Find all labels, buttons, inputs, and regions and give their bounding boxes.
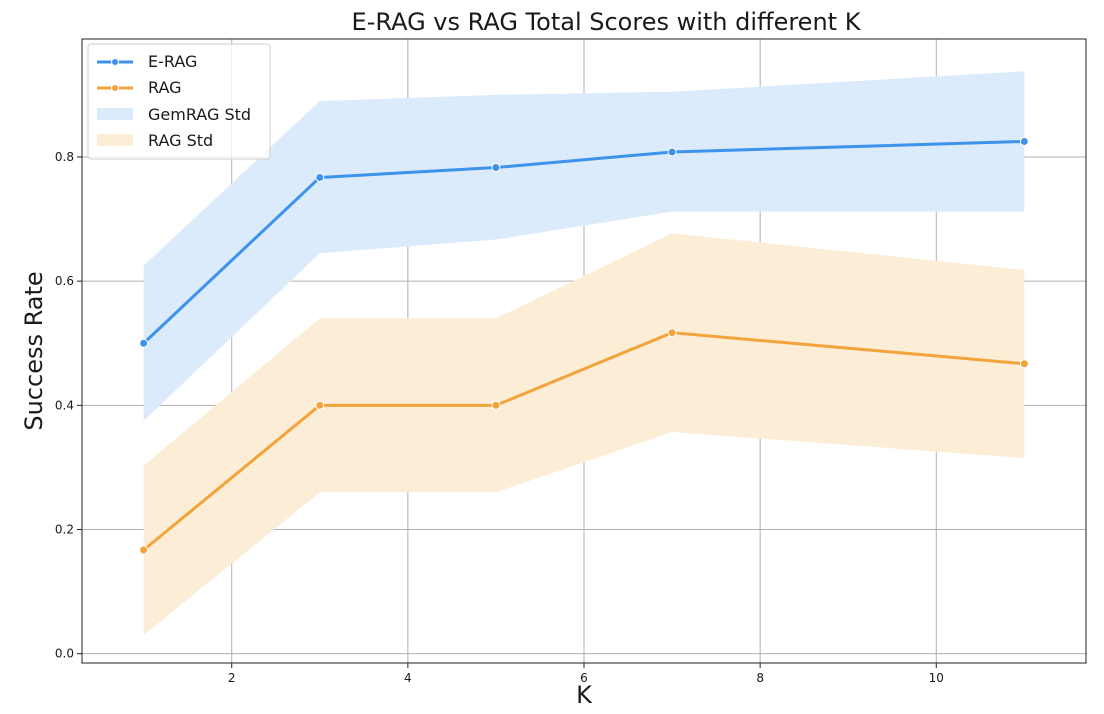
legend: E-RAG RAG GemRAG Std RAG Std: [87, 43, 271, 160]
x-tick-label: 4: [404, 671, 412, 685]
y-tick-label: 0.0: [55, 647, 74, 661]
x-tick-label: 2: [228, 671, 236, 685]
legend-gemrag-std-label: GemRAG Std: [148, 105, 251, 124]
erag-point: [491, 163, 501, 173]
y-tick-label: 0.8: [55, 150, 74, 164]
y-axis-label: Success Rate: [20, 271, 48, 430]
legend-erag-label: E-RAG: [148, 52, 197, 71]
rag-point: [1019, 359, 1029, 369]
legend-erag-marker: [111, 58, 119, 66]
y-tick-label: 0.2: [55, 523, 74, 537]
rag-point: [315, 400, 325, 410]
axis-ticks: 2 4 6 8 10 0.0 0.2 0.4 0.6 0.8: [55, 150, 944, 685]
y-tick-label: 0.4: [55, 398, 74, 412]
gemrag-std-band: [143, 71, 1025, 421]
erag-point: [1019, 136, 1029, 146]
chart-title: E-RAG vs RAG Total Scores with different…: [352, 8, 862, 36]
y-tick-label: 0.6: [55, 274, 74, 288]
rag-point: [139, 545, 149, 555]
std-bands: [143, 71, 1025, 636]
erag-point: [139, 338, 149, 348]
x-axis-label: K: [576, 681, 593, 709]
x-tick-label: 10: [929, 671, 944, 685]
legend-rag-std-swatch: [97, 134, 133, 146]
legend-gemrag-std-swatch: [97, 108, 133, 120]
legend-frame: [87, 43, 271, 160]
erag-point: [315, 172, 325, 182]
legend-rag-std-label: RAG Std: [148, 131, 213, 150]
rag-point: [667, 328, 677, 338]
rag-std-band: [143, 233, 1025, 636]
x-tick-label: 6: [580, 671, 588, 685]
legend-rag-label: RAG: [148, 78, 182, 97]
legend-rag-marker: [111, 84, 119, 92]
x-tick-label: 8: [756, 671, 764, 685]
rag-point: [491, 400, 501, 410]
erag-point: [667, 147, 677, 157]
series-points: [139, 136, 1029, 555]
